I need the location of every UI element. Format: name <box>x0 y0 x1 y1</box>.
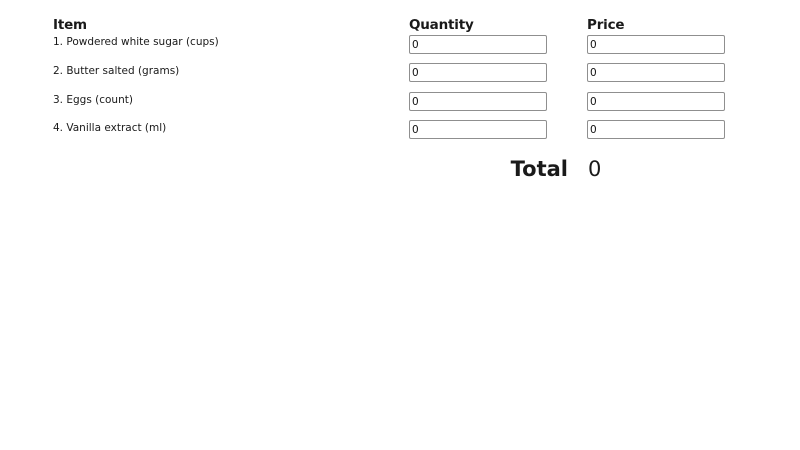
price-input[interactable] <box>587 63 725 82</box>
item-label: 3. Eggs (count) <box>53 94 133 106</box>
item-label: 4. Vanilla extract (ml) <box>53 122 167 134</box>
price-input[interactable] <box>587 120 725 139</box>
price-input[interactable] <box>587 35 725 54</box>
header-price: Price <box>587 17 625 33</box>
header-item: Item <box>53 17 87 33</box>
quantity-input[interactable] <box>409 92 547 111</box>
total-label: Total <box>510 157 568 181</box>
quantity-input[interactable] <box>409 120 547 139</box>
item-label: 1. Powdered white sugar (cups) <box>53 36 219 48</box>
price-input[interactable] <box>587 92 725 111</box>
header-quantity: Quantity <box>409 17 474 33</box>
item-label: 2. Butter salted (grams) <box>53 65 180 77</box>
quantity-input[interactable] <box>409 63 547 82</box>
quantity-input[interactable] <box>409 35 547 54</box>
total-value: 0 <box>588 157 602 181</box>
